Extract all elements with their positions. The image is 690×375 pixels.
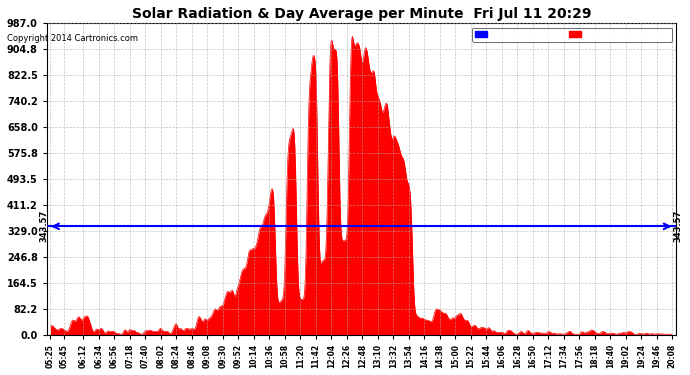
Title: Solar Radiation & Day Average per Minute  Fri Jul 11 20:29: Solar Radiation & Day Average per Minute… [132,7,591,21]
Text: 343.57: 343.57 [40,210,49,243]
Legend: Median (w/m2), Radiation (w/m2): Median (w/m2), Radiation (w/m2) [472,28,671,42]
Text: Copyright 2014 Cartronics.com: Copyright 2014 Cartronics.com [7,34,138,43]
Text: 343.57: 343.57 [673,210,682,243]
